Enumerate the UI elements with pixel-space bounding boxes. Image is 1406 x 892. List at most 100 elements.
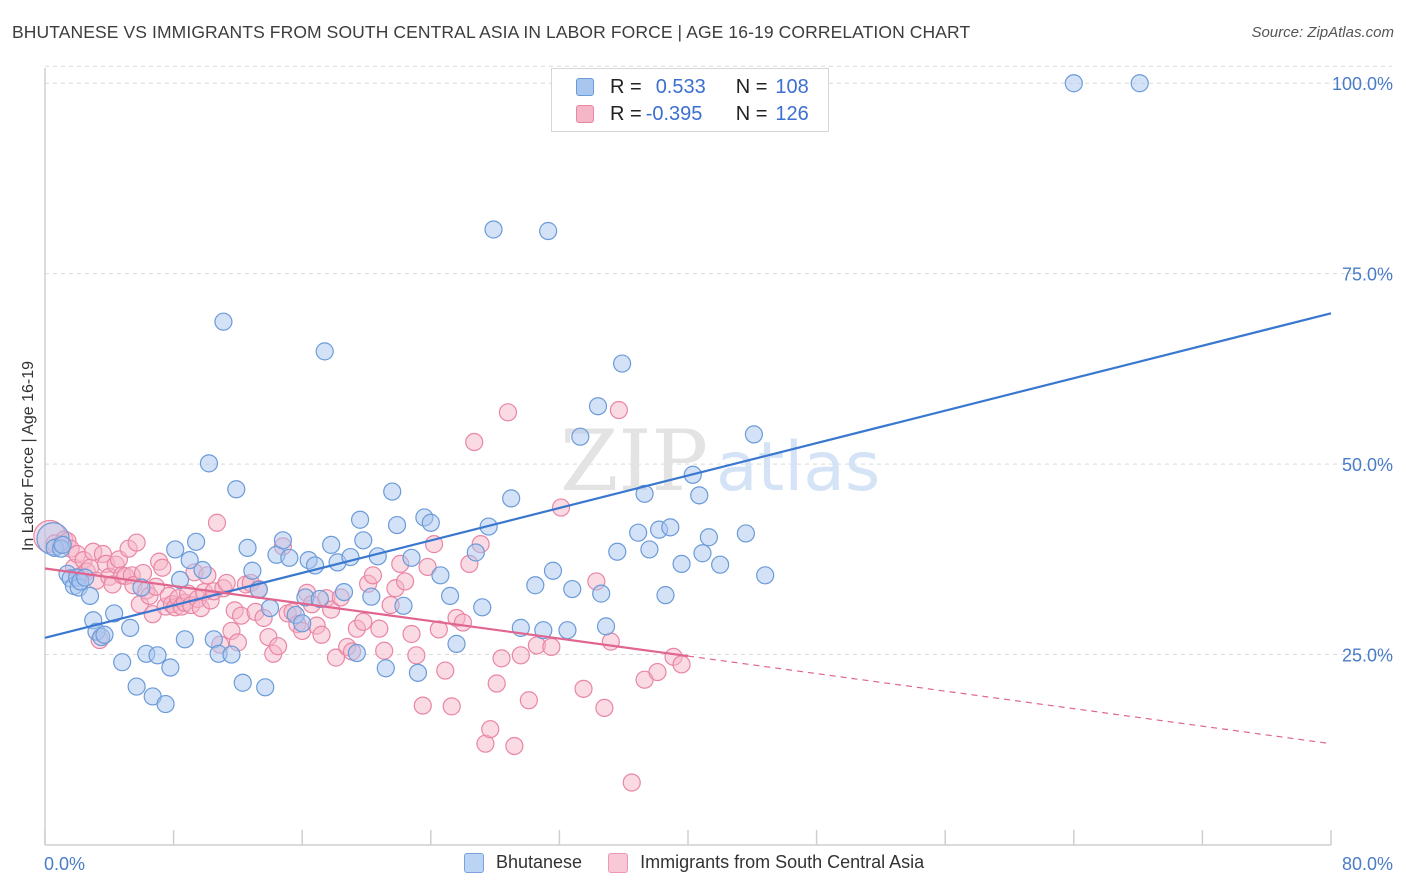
point-bhutanese: [187, 532, 206, 551]
x-tick-label-max: 80.0%: [1342, 854, 1393, 874]
point-bhutanese: [222, 645, 241, 664]
point-immigrants: [609, 400, 628, 420]
legend-r-label: R =: [610, 102, 642, 125]
point-bhutanese: [563, 579, 582, 599]
point-immigrants: [375, 641, 394, 660]
point-immigrants: [622, 773, 641, 792]
point-bhutanese: [180, 550, 199, 570]
point-bhutanese: [592, 584, 611, 603]
trend-line-bhutanese: [44, 312, 1332, 639]
point-immigrants: [436, 661, 455, 680]
y-tick-labels: 25.0% 50.0% 75.0% 100.0%: [1332, 74, 1393, 665]
point-immigrants: [487, 674, 506, 693]
point-immigrants: [511, 646, 530, 665]
legend-n-label: N =: [735, 102, 768, 125]
legend-n-label: N =: [735, 75, 768, 98]
point-bhutanese: [484, 220, 503, 239]
series-bhutanese-points: [36, 74, 1149, 714]
point-immigrants: [453, 613, 473, 632]
chart-source: Source: ZipAtlas.com: [1251, 24, 1394, 41]
point-immigrants: [402, 624, 421, 644]
point-bhutanese: [161, 658, 180, 677]
point-bhutanese: [408, 663, 428, 682]
point-bhutanese: [744, 425, 764, 444]
point-bhutanese: [431, 566, 450, 585]
point-bhutanese: [1130, 74, 1149, 93]
point-bhutanese: [193, 560, 212, 580]
point-immigrants: [207, 513, 227, 532]
watermark-atlas: atlas: [716, 428, 880, 507]
point-bhutanese: [175, 630, 194, 649]
point-bhutanese: [334, 582, 354, 602]
point-bhutanese: [672, 554, 691, 574]
point-bhutanese: [588, 397, 608, 416]
point-bhutanese: [199, 454, 219, 473]
point-bhutanese: [113, 653, 132, 672]
point-bhutanese: [558, 621, 577, 640]
point-bhutanese: [227, 480, 246, 499]
point-immigrants: [492, 649, 511, 668]
point-bhutanese: [690, 486, 709, 505]
point-immigrants: [354, 612, 373, 631]
point-bhutanese: [80, 586, 100, 606]
point-bhutanese: [1064, 74, 1083, 93]
legend-n-value: 126: [775, 102, 809, 125]
legend-row-bhutanese: R = 0.533 N = 108: [576, 74, 809, 100]
point-immigrants: [127, 533, 146, 552]
point-bhutanese: [612, 354, 632, 373]
point-bhutanese: [376, 659, 395, 678]
point-bhutanese: [166, 540, 185, 559]
point-immigrants: [363, 566, 383, 585]
point-bhutanese: [394, 596, 413, 615]
y-tick-label: 100.0%: [1332, 74, 1393, 94]
point-immigrants: [672, 655, 691, 674]
point-bhutanese: [362, 587, 381, 606]
point-immigrants: [217, 573, 236, 593]
point-bhutanese: [466, 543, 485, 562]
point-immigrants: [418, 557, 437, 577]
point-immigrants: [312, 625, 331, 644]
point-bhutanese: [256, 678, 275, 697]
axes: [44, 68, 1332, 846]
legend-row-immigrants: R = -0.395 N = 126: [576, 101, 809, 127]
correlation-legend: R = 0.533 N = 108 R = -0.395 N = 126: [551, 68, 829, 132]
point-bhutanese: [447, 634, 466, 653]
point-immigrants: [574, 679, 593, 698]
point-bhutanese: [350, 510, 370, 529]
series-legend-immigrants: Immigrants from South Central Asia: [608, 852, 924, 873]
point-immigrants: [442, 697, 461, 716]
point-bhutanese: [473, 598, 492, 617]
point-immigrants: [395, 572, 415, 591]
point-bhutanese: [383, 482, 402, 501]
point-immigrants: [505, 736, 524, 756]
legend-swatch-pink: [576, 105, 594, 123]
point-bhutanese: [121, 618, 140, 637]
point-bhutanese: [273, 531, 293, 550]
watermark: ZIP atlas: [560, 412, 880, 510]
point-bhutanese: [534, 621, 553, 640]
point-immigrants: [268, 637, 288, 656]
series-swatch-blue: [464, 852, 484, 873]
point-immigrants: [153, 558, 172, 577]
point-bhutanese: [656, 586, 675, 605]
point-bhutanese: [315, 342, 334, 361]
point-bhutanese: [76, 568, 95, 587]
legend-r-label: R =: [610, 75, 642, 98]
y-tick-label: 25.0%: [1342, 646, 1393, 666]
legend-r-value: 0.533: [655, 75, 706, 98]
series-legend-bhutanese: Bhutanese: [464, 852, 582, 873]
point-bhutanese: [402, 548, 421, 567]
point-bhutanese: [661, 518, 680, 537]
point-bhutanese: [280, 548, 299, 567]
trend-line-immigrants: [44, 567, 689, 658]
point-bhutanese: [243, 561, 262, 580]
point-immigrants: [601, 632, 620, 651]
point-bhutanese: [539, 221, 558, 241]
series-legend: Bhutanese Immigrants from South Central …: [464, 852, 950, 873]
point-bhutanese: [736, 524, 755, 543]
point-bhutanese: [354, 531, 373, 550]
point-bhutanese: [635, 484, 654, 503]
point-bhutanese: [293, 614, 312, 633]
point-bhutanese: [421, 513, 440, 532]
legend-r-value: -0.395: [645, 102, 703, 125]
